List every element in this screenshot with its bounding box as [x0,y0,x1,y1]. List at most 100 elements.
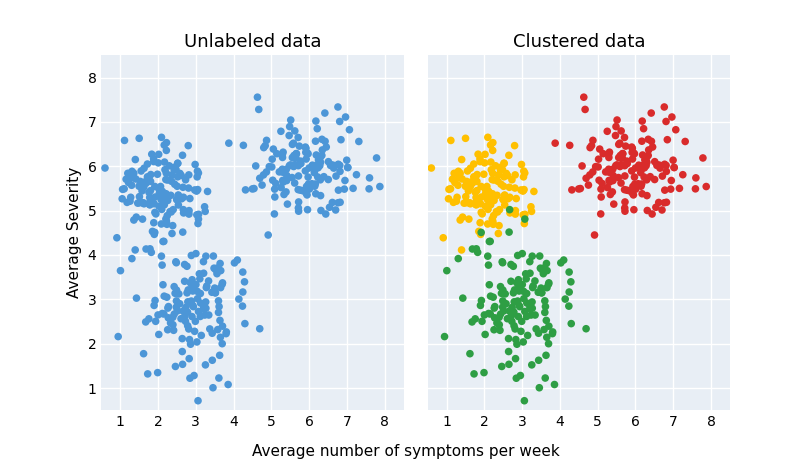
Point [474,302,487,309]
Point [490,208,503,215]
Point [137,350,150,357]
Point [505,176,518,183]
Point [498,192,511,199]
Point [120,176,133,183]
Point [186,283,199,290]
Point [157,292,170,300]
Point [177,206,190,213]
Point [645,109,658,117]
Point [609,132,622,139]
Point [151,171,164,178]
Point [179,176,192,183]
Point [186,280,199,288]
Point [460,177,473,185]
Point [437,234,450,242]
Point [168,283,181,290]
Point [167,206,180,213]
Point [468,177,481,184]
Point [612,154,625,161]
Point [539,303,552,310]
Point [465,178,478,186]
Point [518,308,531,315]
Point [601,128,614,135]
Point [483,238,496,245]
Point [532,356,545,364]
Point [157,310,170,318]
Point [327,165,340,172]
Point [287,163,300,170]
Point [559,296,572,303]
Point [463,350,476,357]
Point [129,175,142,183]
Point [515,318,528,325]
Point [453,170,466,177]
Point [176,228,189,236]
Point [145,248,158,256]
Point [148,297,161,304]
Point [172,192,185,199]
Point [496,196,509,203]
Point [212,374,225,382]
Point [517,295,530,302]
Point [155,253,168,260]
Point [190,281,203,288]
Point [277,177,290,184]
Point [194,290,207,297]
Point [169,290,182,297]
Point [459,193,472,201]
Point [471,198,484,205]
Point [453,174,466,182]
Point [603,154,616,161]
Point [329,172,342,180]
Point [277,148,290,156]
Point [487,219,500,226]
Point [586,136,599,144]
Point [290,150,303,157]
Point [193,270,206,278]
Point [500,170,513,177]
Point [448,170,461,177]
Point [517,288,530,295]
Point [302,180,315,188]
Point [459,135,472,142]
Point [584,144,597,151]
Point [182,325,195,333]
Point [667,156,680,164]
Point [618,204,631,212]
Point [167,164,180,171]
Point [213,352,226,359]
Point [601,184,614,191]
Point [492,313,505,321]
Point [538,264,551,272]
Point [125,182,138,189]
Point [143,189,156,196]
Point [634,169,647,177]
Point [638,162,651,170]
Point [503,307,516,315]
Point [178,313,191,320]
Point [494,164,507,171]
Point [529,277,542,284]
Point [442,195,455,202]
Point [658,103,671,111]
Point [194,313,207,320]
Point [276,165,289,173]
Point [174,170,187,177]
Point [488,314,501,321]
Point [501,195,514,202]
Point [299,145,312,152]
Point [118,137,131,144]
Point [311,125,324,132]
Point [182,298,195,306]
Point [197,303,210,310]
Point [498,160,511,167]
Point [586,168,599,176]
Point [160,147,173,154]
Point [144,201,157,208]
Point [604,191,617,198]
Point [509,355,522,362]
Point [487,304,500,312]
Point [614,163,627,170]
Point [155,193,168,200]
Point [470,194,483,201]
